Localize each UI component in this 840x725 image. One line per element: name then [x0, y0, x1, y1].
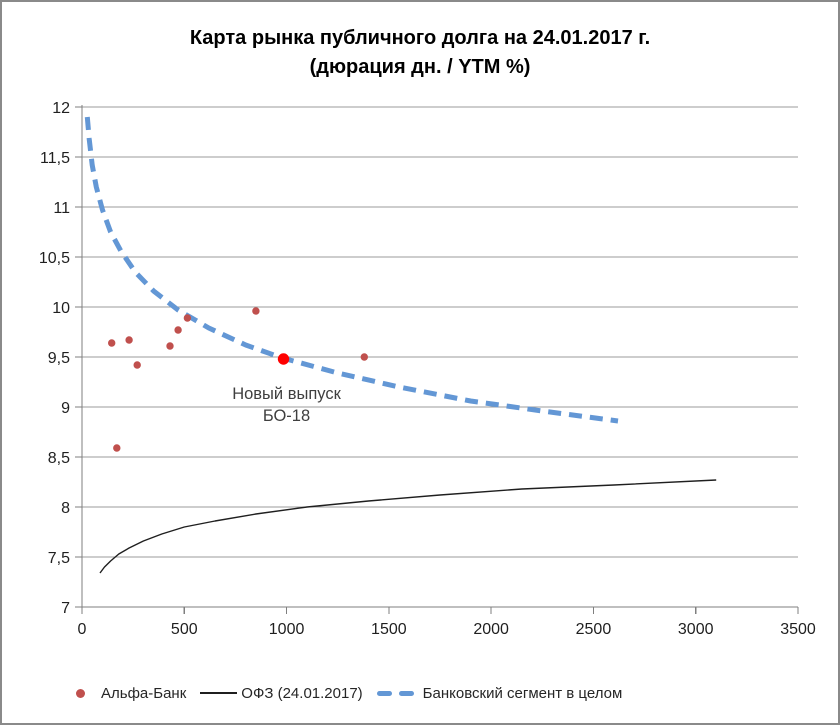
- y-tick-label: 8: [61, 500, 70, 517]
- alfa-bank-point: [108, 339, 116, 347]
- x-tick-label: 2000: [473, 621, 509, 638]
- x-tick-label: 0: [78, 621, 87, 638]
- annotation-line2: БО-18: [263, 407, 310, 425]
- alfa-bank-point: [166, 342, 174, 350]
- alfa-bank-point: [360, 353, 368, 361]
- x-tick-label: 3500: [780, 621, 816, 638]
- y-tick-label: 7: [61, 600, 70, 617]
- chart-title: Карта рынка публичного долга на 24.01.20…: [2, 24, 838, 82]
- x-tick-label: 500: [171, 621, 198, 638]
- alfa-bank-point: [133, 361, 141, 369]
- y-tick-label: 7,5: [48, 550, 70, 567]
- chart-legend: Альфа-Банк ОФЗ (24.01.2017) Банковский с…: [76, 681, 622, 705]
- alfa-bank-point: [113, 444, 121, 452]
- legend-label-bank-segment: Банковский сегмент в целом: [422, 684, 623, 702]
- legend-label-ofz: ОФЗ (24.01.2017): [241, 684, 363, 702]
- dashed-line-marker-icon: [376, 690, 414, 696]
- x-tick-label: 1500: [371, 621, 407, 638]
- alfa-bank-point: [125, 336, 133, 344]
- y-tick-label: 10,5: [39, 250, 70, 267]
- y-tick-label: 9,5: [48, 350, 70, 367]
- y-tick-label: 9: [61, 400, 70, 417]
- y-tick-label: 8,5: [48, 450, 70, 467]
- scatter-marker-icon: [76, 688, 85, 698]
- alfa-bank-point: [174, 326, 182, 334]
- ofz-curve: [99, 479, 717, 574]
- legend-label-alfa-bank: Альфа-Банк: [101, 684, 187, 702]
- chart-title-line1: Карта рынка публичного долга на 24.01.20…: [189, 27, 651, 49]
- x-tick-label: 3000: [678, 621, 714, 638]
- y-tick-label: 10: [52, 300, 70, 317]
- alfa-bank-point: [252, 307, 260, 315]
- x-tick-label: 1000: [269, 621, 305, 638]
- line-marker-icon: [200, 692, 238, 694]
- chart-title-line2: (дюрация дн. / YTM %): [309, 56, 531, 78]
- alfa-bank-point: [183, 314, 192, 322]
- bank-segment-curve: [84, 116, 619, 424]
- y-tick-label: 11: [53, 200, 70, 217]
- new-issue-point: [277, 353, 290, 365]
- y-tick-label: 11,5: [40, 150, 70, 167]
- annotation-line1: Новый выпуск: [232, 385, 341, 403]
- x-tick-label: 2500: [576, 621, 612, 638]
- y-tick-label: 12: [52, 100, 70, 117]
